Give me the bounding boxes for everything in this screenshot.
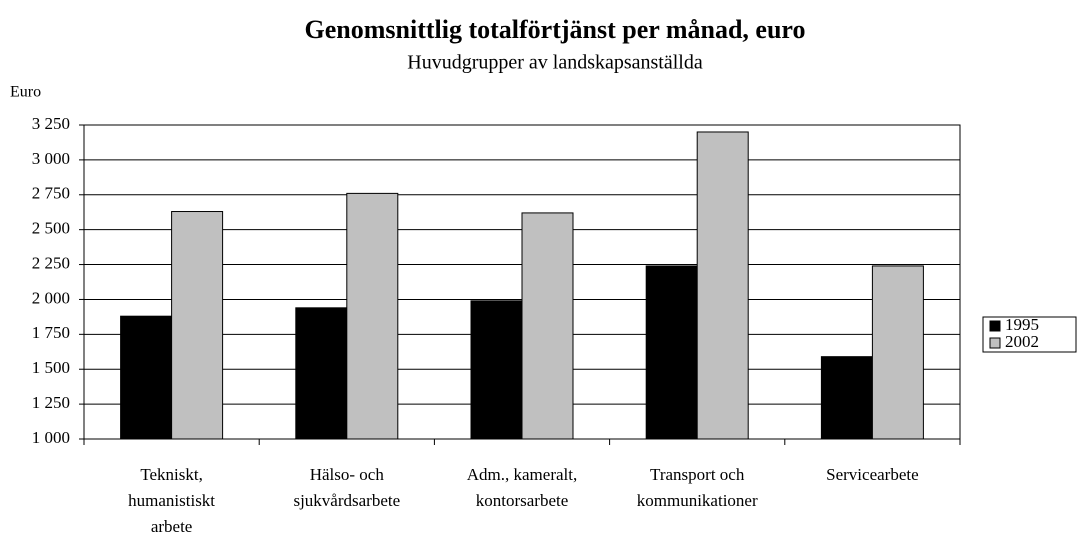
bar bbox=[171, 211, 224, 440]
bar bbox=[820, 356, 873, 440]
legend-label: 2002 bbox=[1005, 332, 1039, 351]
bar bbox=[346, 192, 399, 440]
y-tick-label: 2 250 bbox=[32, 253, 70, 272]
x-tick-label: Tekniskt, humanistiskt arbete bbox=[128, 465, 215, 536]
y-tick-label: 1 750 bbox=[32, 323, 70, 342]
bar bbox=[295, 307, 348, 440]
y-tick-label: 3 250 bbox=[32, 114, 70, 133]
bar bbox=[696, 131, 749, 440]
legend-label: 1995 bbox=[1005, 315, 1039, 334]
chart-subtitle: Huvudgrupper av landskapsanställda bbox=[407, 52, 703, 74]
chart-title: Genomsnittlig totalförtjänst per månad, … bbox=[305, 15, 806, 44]
x-tick-label: Transport och kommunikationer bbox=[637, 465, 758, 510]
x-tick-label: Hälso- och sjukvårdsarbete bbox=[293, 465, 400, 510]
y-tick-label: 1 500 bbox=[32, 358, 70, 377]
y-tick-label: 2 500 bbox=[32, 219, 70, 238]
bar bbox=[871, 265, 924, 440]
y-tick-label: 1 250 bbox=[32, 393, 70, 412]
y-tick-label: 3 000 bbox=[32, 149, 70, 168]
y-axis-label: Euro bbox=[10, 84, 41, 101]
bar bbox=[645, 265, 698, 440]
y-tick-label: 2 000 bbox=[32, 288, 70, 307]
bar bbox=[470, 300, 523, 440]
legend-swatch bbox=[989, 320, 1001, 332]
bar bbox=[521, 212, 574, 440]
y-tick-label: 1 000 bbox=[32, 428, 70, 447]
x-tick-label: Adm., kameralt, kontorsarbete bbox=[467, 465, 577, 510]
bar bbox=[120, 315, 173, 440]
legend-swatch bbox=[989, 337, 1001, 349]
y-tick-label: 2 750 bbox=[32, 184, 70, 203]
x-tick-label: Servicearbete bbox=[826, 465, 919, 484]
